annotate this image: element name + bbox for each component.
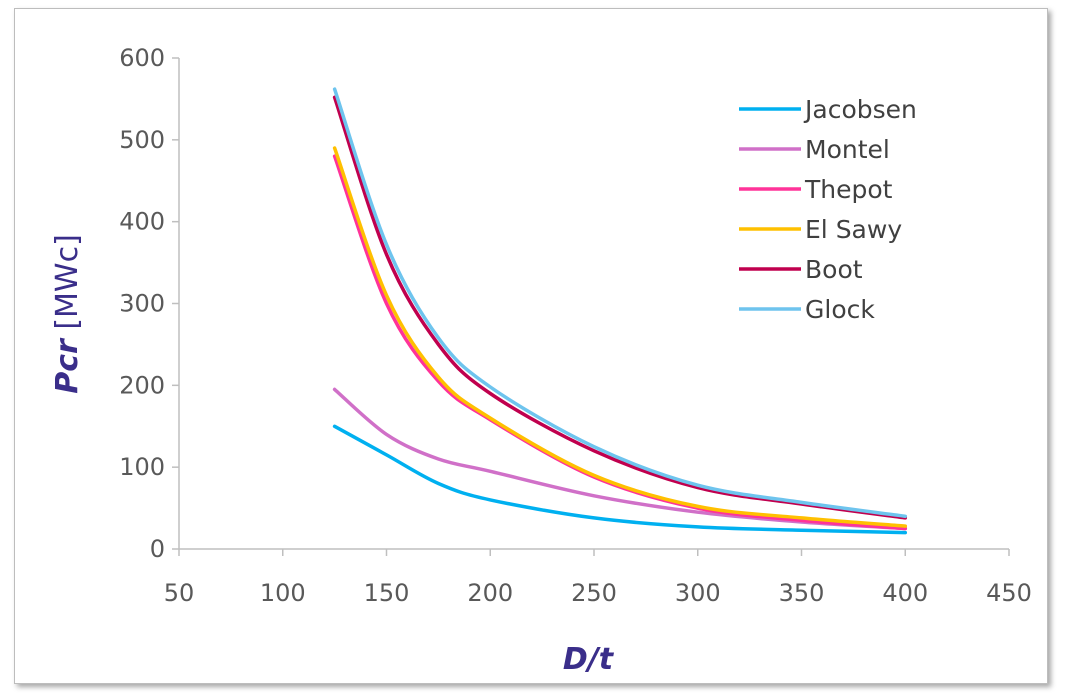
x-tick-label: 250 (571, 579, 617, 607)
series-line-el-sawy (332, 146, 908, 528)
legend-label-montel: Montel (805, 135, 890, 164)
y-axis-title-unit: [MWc] (50, 234, 85, 339)
x-tick-label: 300 (675, 579, 721, 607)
legend-label-glock: Glock (805, 295, 875, 324)
y-axis-title: Pcr [MWc] (50, 234, 85, 394)
line-chart: 0 100 200 300 400 500 600 50 100 150 200 250 300 350… (50, 44, 1032, 677)
y-tick-label: 200 (119, 371, 165, 399)
x-tick-labels: 50 100 150 200 250 300 350 400 450 (164, 579, 1032, 607)
y-tick-label: 400 (119, 208, 165, 236)
x-tick-label: 400 (882, 579, 928, 607)
x-tick-label: 150 (364, 579, 410, 607)
y-tick-label: 100 (119, 453, 165, 481)
legend-label-boot: Boot (805, 255, 863, 284)
series-line-jacobsen (332, 424, 908, 535)
axes (172, 57, 1010, 556)
y-tick-label: 600 (119, 44, 165, 72)
legend-label-el-sawy: El Sawy (805, 215, 902, 244)
legend: Jacobsen Montel Thepot El Sawy Boot Glock (739, 95, 917, 324)
y-tick-label: 300 (119, 290, 165, 318)
legend-label-jacobsen: Jacobsen (803, 95, 917, 124)
series-line-glock (332, 87, 908, 519)
y-tick-labels: 0 100 200 300 400 500 600 (119, 44, 165, 563)
chart-frame: 0 100 200 300 400 500 600 50 100 150 200 250 300 350… (14, 8, 1048, 684)
x-tick-label: 100 (260, 579, 306, 607)
y-axis-title-italic: Pcr (50, 337, 85, 394)
x-axis-title: D/t (563, 642, 615, 677)
y-tick-label: 0 (150, 535, 165, 563)
x-tick-label: 350 (779, 579, 825, 607)
x-tick-label: 50 (164, 579, 195, 607)
legend-label-thepot: Thepot (804, 175, 893, 204)
x-tick-label: 200 (467, 579, 513, 607)
series-lines (332, 87, 908, 535)
y-tick-label: 500 (119, 126, 165, 154)
x-tick-label: 450 (986, 579, 1032, 607)
